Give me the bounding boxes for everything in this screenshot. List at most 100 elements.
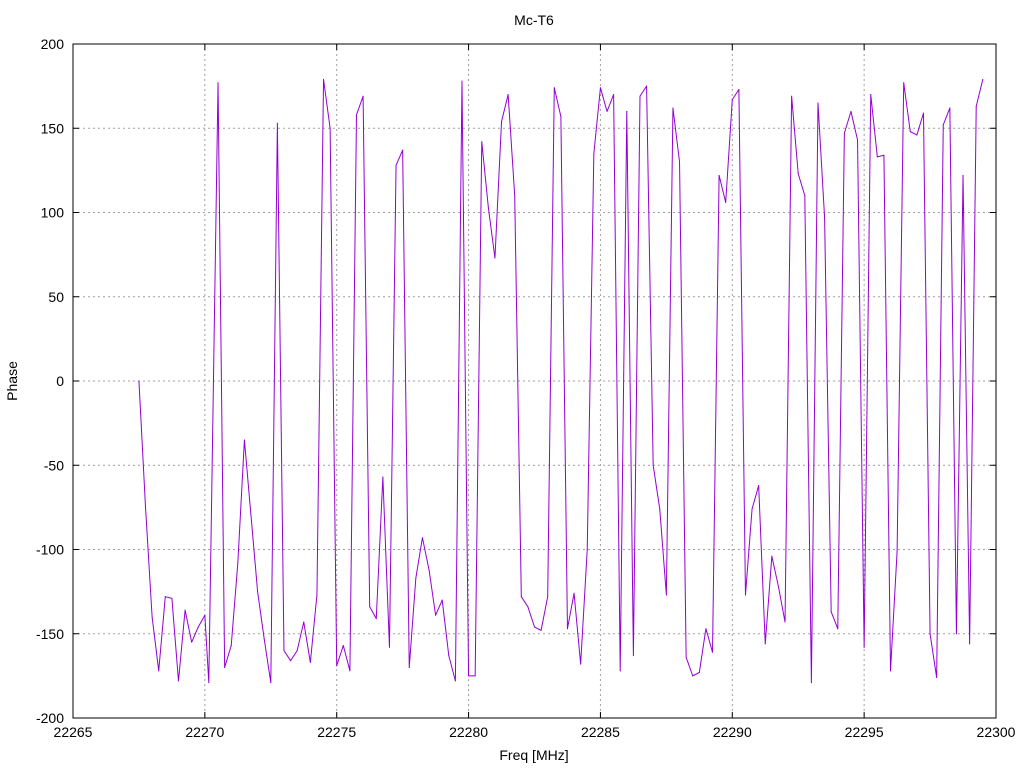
data-point [270,682,272,684]
data-point [402,149,404,151]
data-point [191,641,193,643]
data-point [890,670,892,672]
data-point [474,675,476,677]
plot-frame [72,43,997,719]
data-point [540,629,542,631]
data-point [942,124,944,126]
data-point [883,154,885,156]
data-point [527,606,529,608]
data-point [454,680,456,682]
data-point [566,628,568,630]
data-point [342,645,344,647]
data-point [712,651,714,653]
data-point [323,78,325,80]
data-point [145,506,147,508]
data-point [461,80,463,82]
data-point [863,646,865,648]
data-point [151,616,153,618]
data-point [837,628,839,630]
data-point [652,464,654,466]
data-point [685,656,687,658]
data-point [975,105,977,107]
y-tick-label: -50 [44,457,64,473]
data-point [204,614,206,616]
data-point [560,115,562,117]
data-point [659,508,661,510]
data-point [665,594,667,596]
data-point [177,680,179,682]
data-point [705,628,707,630]
y-tick-label: 0 [56,373,64,389]
data-point [738,89,740,90]
y-tick-label: -200 [36,710,64,726]
data-point [758,484,760,486]
data-point [969,643,971,645]
data-point [606,110,608,112]
data-point [613,94,615,96]
data-point [520,596,522,598]
data-point [632,655,634,657]
data-point [909,131,911,133]
data-point [929,633,931,635]
data-point [349,670,351,672]
data-point [296,650,298,652]
data-point [441,599,443,601]
data-point [388,646,390,648]
data-point [230,645,232,647]
data-point [329,127,331,129]
data-point [679,161,681,163]
data-point [448,655,450,657]
data-point [494,257,496,259]
data-point [744,594,746,596]
data-point [903,82,905,84]
data-point [303,621,305,623]
data-point [501,121,503,123]
data-point [362,95,364,97]
y-tick-label: 100 [41,205,65,221]
data-point [857,139,859,141]
data-point [751,508,753,510]
data-point [619,670,621,672]
data-point [369,606,371,608]
data-point [843,132,845,134]
x-tick-label: 22285 [581,724,620,740]
data-point [916,134,918,136]
data-point [481,141,483,143]
x-tick-labels: 22265 22270 22275 22280 22285 22290 22295 22300 [54,724,1016,740]
data-point [408,666,410,668]
data-point [263,638,265,640]
data-point [850,110,852,112]
data-point [593,153,595,155]
data-point [982,78,984,80]
data-point [771,555,773,557]
data-point [731,99,733,101]
data-point [415,577,417,579]
x-tick-label: 22265 [54,724,93,740]
data-point [309,661,311,663]
data-point [626,110,628,112]
data-point [250,515,252,517]
data-point [804,195,806,197]
x-axis-label: Freq [MHz] [499,747,568,763]
data-point [507,94,509,96]
data-point [487,206,489,208]
data-point [435,614,437,616]
data-point [184,609,186,611]
data-point [316,594,318,596]
x-tick-label: 22270 [185,724,224,740]
data-point [764,643,766,645]
data-point [936,677,938,679]
data-point [375,618,377,620]
x-tick-label: 22300 [977,724,1016,740]
data-point [718,174,720,176]
data-point [824,217,826,219]
x-tick-label: 22290 [713,724,752,740]
data-point [237,562,239,564]
data-point [876,156,878,158]
data-point [599,87,601,89]
data-point [395,164,397,166]
y-tick-label: -100 [36,542,64,558]
data-point [138,380,140,382]
data-point [777,586,779,588]
